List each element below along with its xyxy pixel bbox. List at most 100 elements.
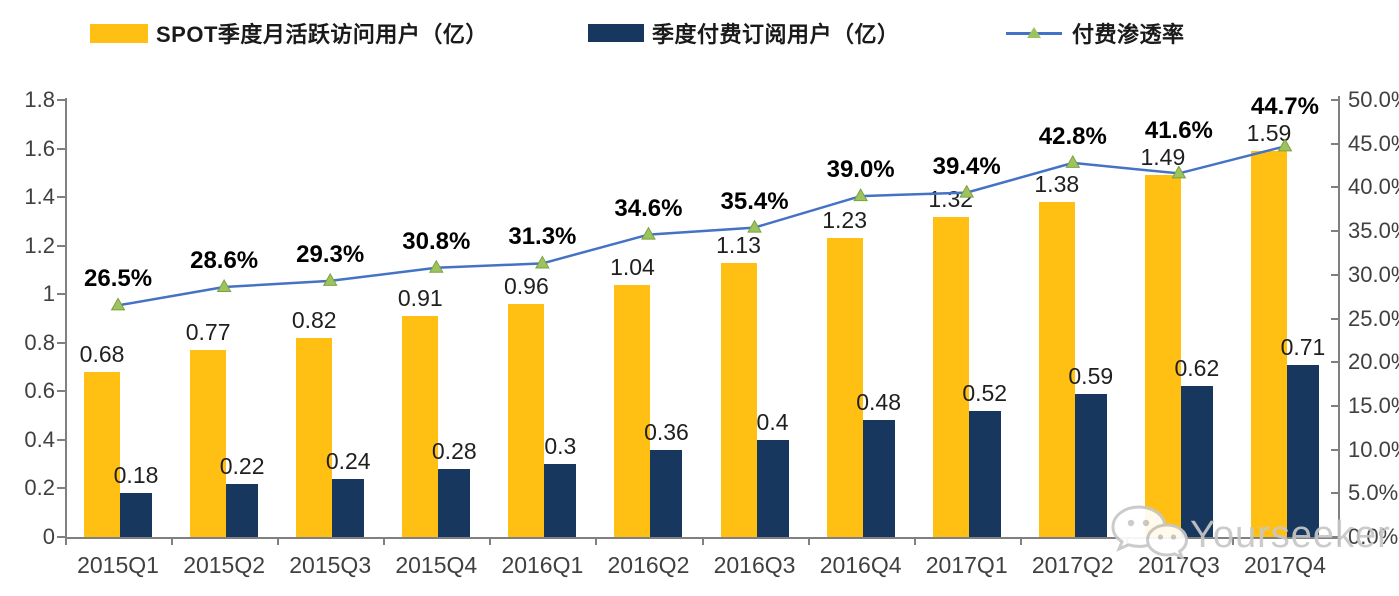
paid-value-label: 0.28 <box>431 438 477 465</box>
mau-value-label: 1.38 <box>1034 170 1080 197</box>
wechat-icon <box>1111 505 1189 561</box>
right-axis-tick <box>1331 99 1338 101</box>
paid-value-label: 0.22 <box>219 452 265 479</box>
penetration-value-label: 31.3% <box>508 223 577 251</box>
left-axis-tick <box>57 438 65 441</box>
paid-value-label: 0.48 <box>856 389 901 416</box>
mau-legend-swatch <box>90 23 148 43</box>
x-axis-label: 2016Q1 <box>501 552 584 578</box>
penetration-legend-label: 付费渗透率 <box>1072 22 1185 47</box>
bar-mau <box>508 303 545 537</box>
x-axis-label: 2016Q2 <box>607 552 690 578</box>
watermark-text: Yourseeker <box>1190 513 1391 556</box>
left-axis-tick-label: 0.8 <box>24 329 55 355</box>
right-axis-tick-label: 35.0% <box>1348 218 1399 244</box>
right-axis-tick-label: 30.0% <box>1348 261 1399 287</box>
plot-area: 0.68 0.18 26.5% 0.77 0.22 28.6% 0.82 0.24 29.3% 0… <box>65 93 1338 537</box>
penetration-value-label: 39.0% <box>826 156 895 184</box>
bar-mau <box>1038 201 1075 537</box>
legend-item-mau: SPOT季度月活跃访问用户（亿） <box>90 18 488 48</box>
left-axis-tick <box>57 196 65 199</box>
legend-item-paid: 季度付费订阅用户（亿） <box>588 18 900 48</box>
x-axis-tick <box>1231 537 1234 545</box>
left-axis-tick <box>57 487 65 490</box>
x-axis-label: 2017Q2 <box>1031 552 1114 578</box>
left-axis-tick-label: 1.4 <box>24 184 55 210</box>
left-axis-tick-label: 1 <box>42 281 55 307</box>
bar-paid <box>756 439 789 537</box>
triangle-marker <box>1171 165 1187 179</box>
paid-value-label: 0.4 <box>756 408 789 435</box>
right-axis-tick-label: 0.0% <box>1348 524 1399 549</box>
paid-legend-swatch <box>588 24 644 42</box>
x-axis-tick <box>489 537 492 545</box>
right-axis-tick-label: 20.0% <box>1348 349 1399 375</box>
left-axis-tick-label: 0.6 <box>24 378 55 404</box>
left-axis-tick <box>57 293 65 296</box>
left-axis-tick-label: 0.4 <box>24 426 55 452</box>
penetration-line <box>110 138 1293 311</box>
triangle-marker <box>216 279 232 293</box>
paid-value-label: 0.3 <box>544 433 577 460</box>
triangle-marker <box>322 272 338 286</box>
paid-value-label: 0.24 <box>325 447 371 474</box>
mau-value-label: 1.23 <box>822 207 867 234</box>
bar-paid <box>120 493 153 537</box>
x-axis-label: 2017Q1 <box>925 552 1008 578</box>
mau-value-label: 1.13 <box>716 231 761 258</box>
x-axis-tick <box>595 537 598 545</box>
x-axis-tick <box>277 537 280 545</box>
x-axis-tick <box>913 537 916 545</box>
bar-paid <box>1286 364 1319 537</box>
x-axis-label: 2015Q1 <box>77 552 159 578</box>
mau-value-label: 0.82 <box>291 306 337 333</box>
x-axis-tick <box>701 537 704 545</box>
paid-value-label: 0.36 <box>644 418 689 445</box>
left-axis-tick-label: 1.8 <box>24 87 55 112</box>
right-axis-tick <box>1331 492 1338 495</box>
bar-mau <box>614 284 651 537</box>
triangle-marker <box>1277 138 1293 152</box>
triangle-marker <box>535 255 550 269</box>
bar-paid <box>968 410 1001 537</box>
penetration-value-label: 30.8% <box>402 227 471 255</box>
legend-item-penetration: 付费渗透率 <box>1006 18 1185 48</box>
bar-paid <box>1180 386 1213 537</box>
right-axis-tick <box>1331 142 1338 145</box>
left-axis-tick <box>57 536 65 538</box>
bar-paid <box>862 420 895 537</box>
left-axis-tick <box>57 99 65 101</box>
left-axis-tick-label: 1.2 <box>24 232 55 258</box>
right-axis-tick <box>1331 186 1338 189</box>
right-axis-tick <box>1331 536 1338 538</box>
right-axis-tick <box>1331 230 1338 233</box>
triangle-marker <box>1065 154 1081 168</box>
bar-mau <box>84 371 121 537</box>
triangle-marker <box>747 219 762 233</box>
right-axis-tick-label: 45.0% <box>1348 130 1399 156</box>
x-axis-label: 2016Q4 <box>819 552 902 578</box>
triangle-icon <box>1027 26 1041 38</box>
penetration-value-label: 39.4% <box>932 152 1001 180</box>
right-axis-tick <box>1331 404 1338 407</box>
right-axis-tick-label: 15.0% <box>1348 392 1399 418</box>
bar-mau <box>1144 175 1181 537</box>
x-axis-tick <box>171 537 174 545</box>
triangle-marker <box>853 188 868 202</box>
bar-mau <box>932 216 969 537</box>
left-axis-line <box>65 98 67 537</box>
mau-value-label: 0.68 <box>79 340 125 367</box>
left-axis-tick-label: 0 <box>42 524 55 549</box>
x-axis-tick <box>1338 537 1340 545</box>
x-axis-label: 2015Q3 <box>289 552 372 578</box>
penetration-value-label: 28.6% <box>190 247 259 275</box>
right-axis-tick-label: 40.0% <box>1348 174 1399 200</box>
watermark: Yourseeker <box>1108 503 1391 567</box>
x-axis-label: 2017Q4 <box>1244 552 1326 578</box>
penetration-value-label: 35.4% <box>720 187 789 215</box>
right-axis-tick <box>1331 448 1338 451</box>
x-axis-tick <box>383 537 386 545</box>
mau-value-label: 0.96 <box>503 272 549 299</box>
left-axis-tick <box>57 244 65 247</box>
mau-legend-label: SPOT季度月活跃访问用户（亿） <box>156 22 488 47</box>
